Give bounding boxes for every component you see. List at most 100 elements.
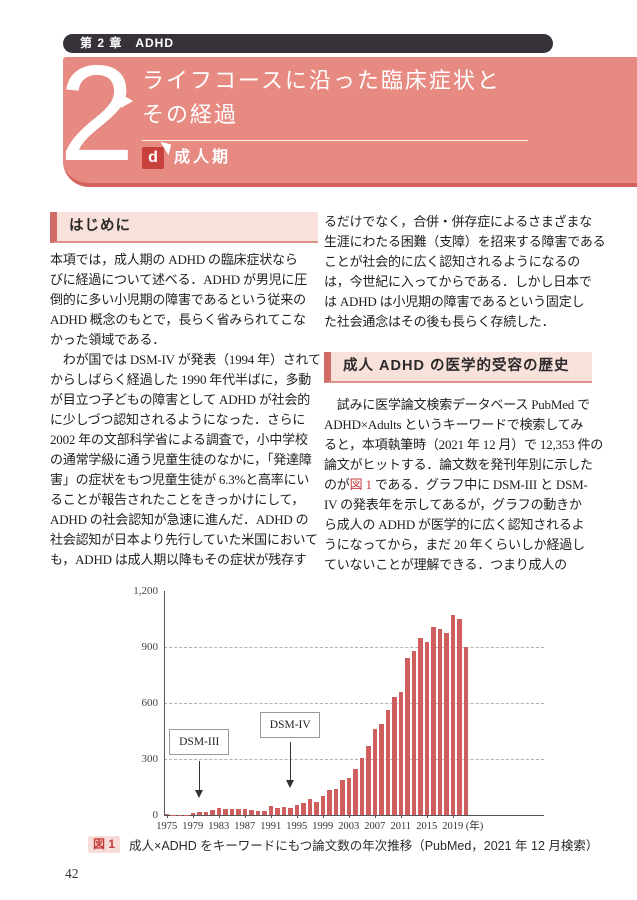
x-tick [166, 815, 168, 818]
bar [210, 810, 215, 815]
annotation-arrow-head [286, 780, 295, 788]
text-line: 倒的に多い小児期の障害であるという従来の [50, 292, 306, 307]
gridline [164, 703, 544, 704]
chapter-number: 2 [59, 37, 135, 189]
x-tick [426, 815, 428, 818]
section-heading-history: 成人 ADHD の医学的受容の歴史 [324, 352, 592, 383]
x-tick [452, 815, 454, 818]
chapter-banner: 2 ライフコースに沿った臨床症状と その経過 d 成人期 [59, 45, 637, 187]
y-tick-label: 600 [141, 697, 159, 709]
bar [418, 638, 423, 815]
page-number: 42 [65, 866, 79, 881]
text-line: も，ADHD は成人期以降もその症状が残存す [50, 552, 307, 567]
figure-label-badge: 図 1 [88, 836, 121, 853]
text-line: 2002 年の文部科学省による調査で，小中学校 [50, 432, 308, 447]
bar [359, 757, 364, 815]
text-line: のが図 1 である．グラフ中に DSM-III と DSM- [324, 477, 588, 492]
text-line: IV の発表年を示してあるが，グラフの動きか [324, 497, 582, 512]
x-tick [192, 815, 194, 818]
bar [398, 691, 403, 815]
page-fold-icon [157, 141, 172, 156]
bar [229, 809, 234, 815]
x-tick [322, 815, 324, 818]
bar [255, 810, 260, 815]
text-line: ら成人の ADHD が医学的に広く認知されるよ [324, 517, 585, 532]
bar [431, 627, 436, 815]
text-line: びに経過について述べる．ADHD が男児に圧 [50, 272, 308, 287]
text-line: からしばらく経過した 1990 年代半ばに，多動 [50, 372, 312, 387]
text-line: うになってから，まだ 20 年くらいしか経過し [324, 537, 585, 552]
bar [437, 629, 442, 815]
bar [405, 658, 410, 815]
x-tick-label: 1987 [234, 821, 256, 832]
y-tick-label: 300 [141, 753, 159, 765]
chapter-title: ライフコースに沿った臨床症状と その経過 [142, 64, 501, 132]
x-tick [400, 815, 402, 818]
right-column-text-part1: るだけでなく，合併・併存症によるさまざまな 生涯にわたる困難（支障）を招来する障害… [324, 212, 606, 332]
x-tick-label: 1995 [286, 821, 308, 832]
text-line: ると，本項執筆時（2021 年 12 月）で 12,353 件の [324, 437, 604, 452]
bar [366, 745, 371, 815]
bar [340, 779, 345, 815]
triangle-pointer-icon [121, 94, 133, 108]
x-tick [218, 815, 220, 818]
x-tick-label: 1975 [156, 821, 178, 832]
bar [379, 723, 384, 815]
chapter-title-line1: ライフコースに沿った臨床症状と [142, 68, 501, 93]
bar [197, 812, 202, 815]
annotation-arrow-line [198, 761, 200, 790]
bar [372, 728, 377, 815]
text-line: に少しづつ認知されるようになった．さらに [50, 412, 306, 427]
bar [424, 641, 429, 815]
figure-reference: 図 1 [349, 477, 372, 492]
x-tick-label: 2003 [338, 821, 360, 832]
text-line: 害」の症状をもつ児童生徒が 6.3%と高率にい [50, 472, 310, 487]
text-line: るだけでなく，合併・併存症によるさまざまな [324, 214, 593, 229]
bar [444, 633, 449, 815]
text-line: わが国では DSM-IV が発表（1994 年）されて [50, 352, 321, 367]
y-tick-label: 900 [141, 641, 159, 653]
bar [457, 619, 462, 815]
text-line: かった領域である． [50, 332, 166, 347]
bar [262, 811, 267, 815]
document-icon-letter: d [148, 149, 158, 166]
bar [333, 788, 338, 815]
x-tick [374, 815, 376, 818]
text-line: 生涯にわたる困難（支障）を招来する障害である [324, 234, 606, 249]
x-tick-label: 2011 [390, 821, 412, 832]
x-tick-label: 1999 [312, 821, 334, 832]
document-icon: d [142, 141, 172, 169]
annotation-box: DSM-IV [260, 712, 321, 738]
annotation-arrow-head [195, 790, 204, 798]
x-tick-label: 2015 [416, 821, 438, 832]
bar [301, 803, 306, 815]
text-line: ADHD の社会認知が急速に進んだ．ADHD の [50, 512, 309, 527]
x-tick-label: 1991 [260, 821, 282, 832]
y-tick-label: 0 [152, 809, 159, 821]
section-subtitle: 成人期 [174, 149, 232, 166]
left-column: はじめに 本項では，成人期の ADHD の臨床症状なら びに経過について述べる．A… [50, 212, 321, 570]
text-line: ことが社会的に広く認知されるようになるの [324, 254, 581, 269]
bar [242, 809, 247, 815]
x-tick [270, 815, 272, 818]
section-heading-intro: はじめに [50, 212, 318, 243]
right-column-text-part2: 試みに医学論文検索データベース PubMed で ADHD×Adults というキ… [324, 395, 604, 575]
text-line: ADHD 概念のもとで，長らく省みられてこな [50, 312, 306, 327]
bar [236, 808, 241, 815]
bar [353, 769, 358, 815]
bar [268, 806, 273, 815]
bar [288, 807, 293, 815]
bar [216, 807, 221, 815]
text-line: 本項では，成人期の ADHD の臨床症状なら [50, 252, 298, 267]
chapter-title-line2: その経過 [142, 102, 239, 127]
x-axis-unit: (年) [465, 821, 484, 832]
text-line: の通常学級に通う児童生徒のなかに，「発達障 [50, 452, 312, 467]
chapter-bar: 第 2 章 ADHD [63, 34, 553, 53]
title-underline [142, 140, 528, 141]
text-line: が目立つ子どもの障害として ADHD が社会的 [50, 392, 311, 407]
bar [249, 809, 254, 815]
bar [385, 710, 390, 815]
section-heading-history-label: 成人 ADHD の医学的受容の歴史 [343, 358, 570, 374]
bar [164, 813, 169, 815]
